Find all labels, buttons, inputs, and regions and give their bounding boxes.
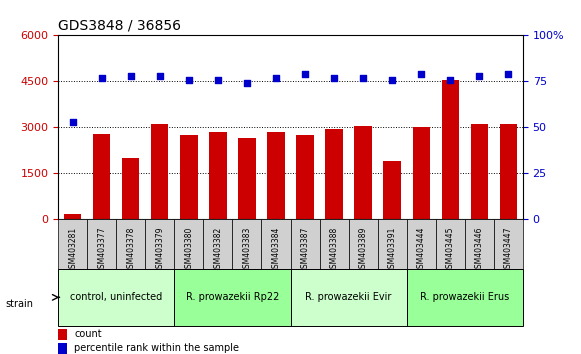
FancyBboxPatch shape [349,219,378,269]
Text: GSM403446: GSM403446 [475,227,484,273]
Point [213,77,223,82]
FancyBboxPatch shape [290,269,407,326]
Text: GSM403387: GSM403387 [300,227,310,273]
Text: GSM403379: GSM403379 [155,227,164,273]
Point [184,77,193,82]
Point [242,80,252,86]
FancyBboxPatch shape [232,219,261,269]
Bar [471,124,488,219]
Bar [500,124,517,219]
Text: GSM403377: GSM403377 [97,227,106,273]
Bar [296,135,314,219]
FancyBboxPatch shape [436,219,465,269]
Point [97,75,106,81]
Point [446,77,455,82]
Point [388,77,397,82]
Text: percentile rank within the sample: percentile rank within the sample [74,343,239,353]
Point [126,73,135,79]
Bar [122,158,139,219]
Bar [64,214,81,219]
Bar [58,343,67,354]
Text: R. prowazekii Rp22: R. prowazekii Rp22 [186,292,279,302]
FancyBboxPatch shape [174,269,290,326]
Point [358,75,368,81]
FancyBboxPatch shape [290,219,320,269]
Bar [442,80,459,219]
FancyBboxPatch shape [494,219,523,269]
FancyBboxPatch shape [145,219,174,269]
Bar [413,127,430,219]
Point [300,71,310,77]
FancyBboxPatch shape [465,219,494,269]
Text: count: count [74,329,102,339]
Text: GSM403382: GSM403382 [213,227,223,273]
Text: GSM403444: GSM403444 [417,227,426,273]
Bar [383,161,401,219]
FancyBboxPatch shape [407,219,436,269]
Bar [93,133,110,219]
FancyBboxPatch shape [116,219,145,269]
Bar [209,132,227,219]
FancyBboxPatch shape [407,269,523,326]
FancyBboxPatch shape [58,269,174,326]
Bar [58,329,67,340]
Text: strain: strain [6,299,34,309]
Text: GSM403384: GSM403384 [271,227,281,273]
FancyBboxPatch shape [203,219,232,269]
Point [329,75,339,81]
Text: R. prowazekii Evir: R. prowazekii Evir [306,292,392,302]
Bar [238,138,256,219]
Text: R. prowazekii Erus: R. prowazekii Erus [420,292,510,302]
Point [475,73,484,79]
Bar [180,135,198,219]
FancyBboxPatch shape [58,219,87,269]
Bar [354,126,372,219]
Text: GSM403378: GSM403378 [126,227,135,273]
Text: GSM403388: GSM403388 [329,227,339,273]
Point [504,71,513,77]
Text: GSM403391: GSM403391 [388,227,397,273]
FancyBboxPatch shape [261,219,290,269]
Text: GSM403389: GSM403389 [358,227,368,273]
Bar [325,129,343,219]
Point [271,75,281,81]
Point [155,73,164,79]
Text: GDS3848 / 36856: GDS3848 / 36856 [58,19,181,33]
FancyBboxPatch shape [87,219,116,269]
Text: control, uninfected: control, uninfected [70,292,162,302]
Text: GSM403281: GSM403281 [68,227,77,273]
FancyBboxPatch shape [174,219,203,269]
FancyBboxPatch shape [378,219,407,269]
Point [68,119,77,125]
FancyBboxPatch shape [320,219,349,269]
Text: GSM403445: GSM403445 [446,227,455,273]
Text: GSM403380: GSM403380 [184,227,193,273]
Text: GSM403447: GSM403447 [504,227,513,273]
Bar [267,132,285,219]
Text: GSM403383: GSM403383 [242,227,252,273]
Bar [151,124,168,219]
Point [417,71,426,77]
